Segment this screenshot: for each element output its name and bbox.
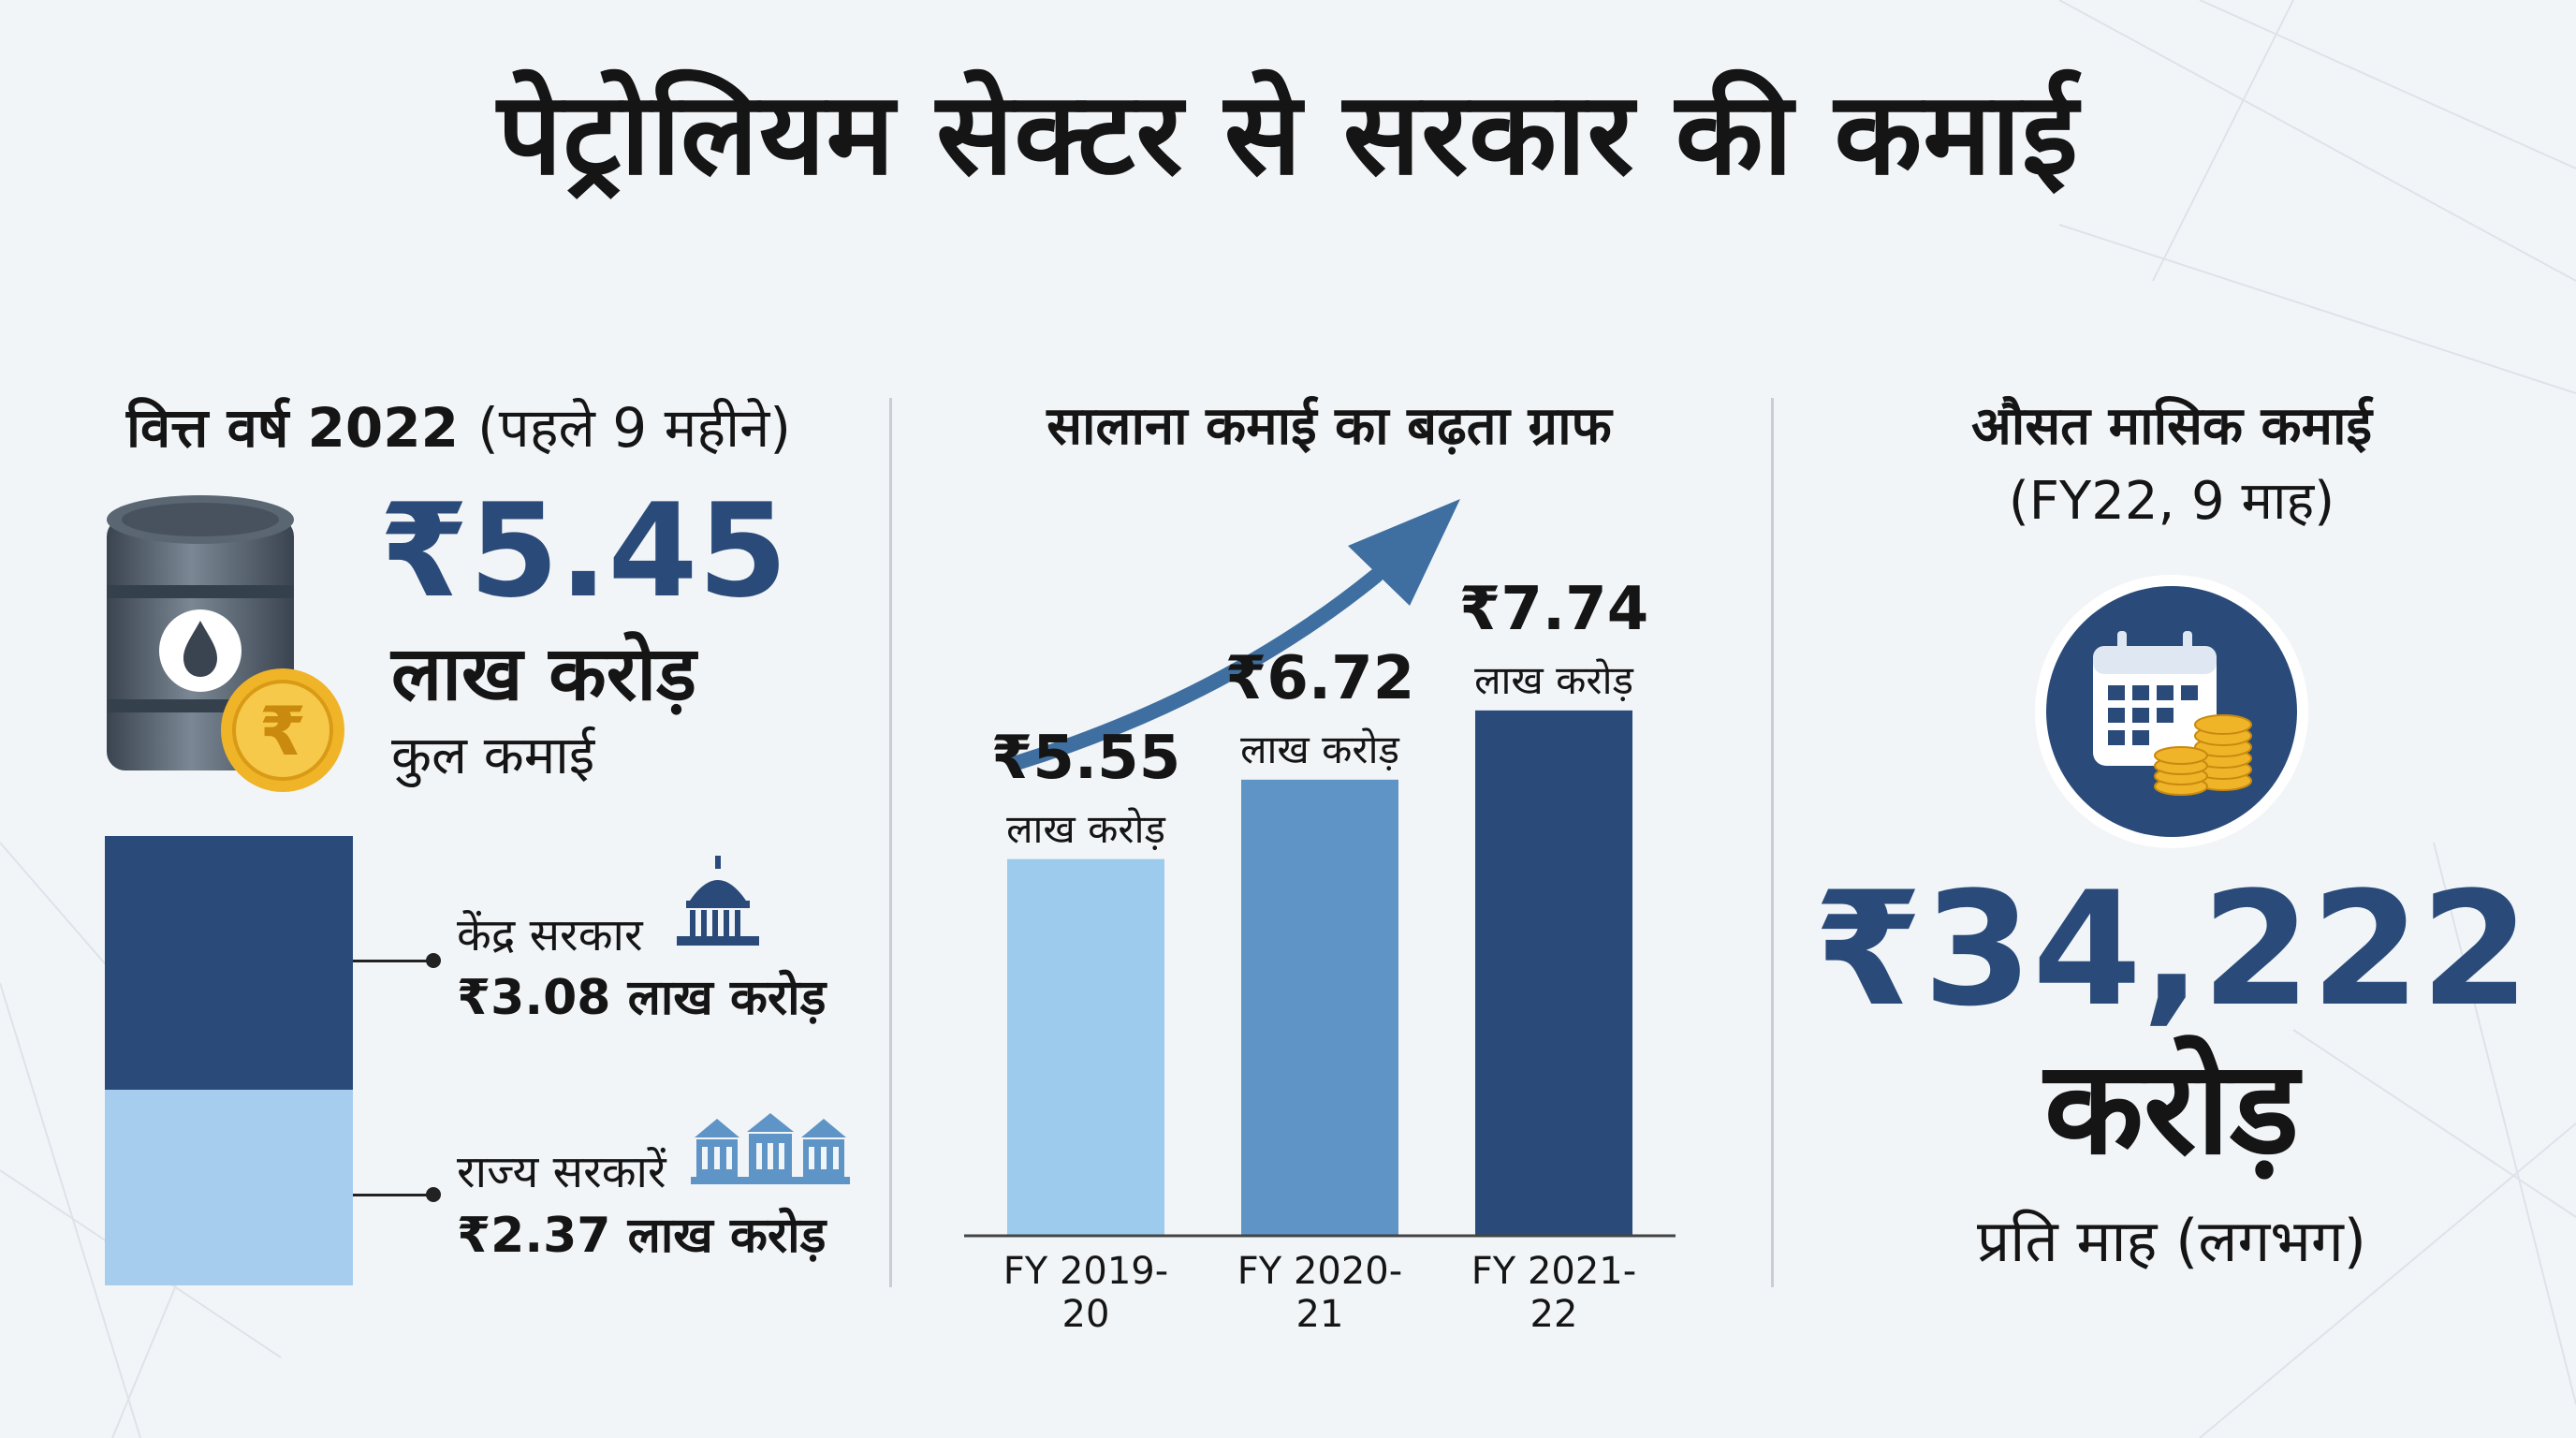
- column-divider-right: [1771, 398, 1774, 1287]
- left-heading: वित्त वर्ष 2022 (पहले 9 महीने): [56, 389, 861, 462]
- state-govt-segment: [105, 1090, 353, 1285]
- column-divider-left: [889, 398, 892, 1287]
- monthly-value: ₹34,222: [1813, 858, 2530, 1041]
- page-title: पेट्रोलियम सेक्टर से सरकार की कमाई: [497, 67, 2079, 200]
- split-stacked-bar: [105, 836, 353, 1285]
- total-caption: कुल कमाई: [391, 726, 595, 786]
- bar-fy-2021-22: [1475, 710, 1632, 1236]
- monthly-unit: करोड़: [2044, 1033, 2299, 1183]
- x-tick-fy-2021-22: FY 2021-22: [1471, 1250, 1637, 1336]
- central-govt-value: ₹3.08 लाख करोड़: [457, 970, 827, 1026]
- bar-fy-2019-20: [1007, 858, 1164, 1236]
- state-buildings-icon: [691, 1113, 850, 1184]
- trend-arrow-icon: [1009, 499, 1460, 770]
- rupee-coin-icon: ₹: [221, 668, 344, 792]
- bar-value-label-fy-2020-21: ₹6.72: [1224, 643, 1415, 713]
- state-connector: [353, 1194, 432, 1196]
- bar-unit-label-fy-2019-20: लाख करोड़: [1006, 805, 1165, 852]
- bar-value-label-fy-2019-20: ₹5.55: [990, 723, 1181, 793]
- bar-value-label-fy-2021-22: ₹7.74: [1458, 574, 1649, 644]
- bar-unit-label-fy-2021-22: लाख करोड़: [1474, 656, 1633, 703]
- total-unit: लाख करोड़: [391, 630, 696, 717]
- right-heading: औसत मासिक कमाई: [1971, 396, 2372, 457]
- x-tick-fy-2019-20: FY 2019-20: [1003, 1250, 1169, 1336]
- central-govt-name: केंद्र सरकार: [457, 909, 643, 961]
- central-connector-dot: [426, 953, 441, 968]
- central-govt-segment: [105, 836, 353, 1091]
- state-govt-value: ₹2.37 लाख करोड़: [457, 1208, 827, 1264]
- left-heading-light: (पहले 9 महीने): [477, 396, 791, 460]
- parliament-icon: [677, 856, 759, 946]
- x-tick-fy-2020-21: FY 2020-21: [1237, 1250, 1403, 1336]
- middle-heading: सालाना कमाई का बढ़ता ग्राफ: [1046, 396, 1612, 457]
- rupee-symbol: ₹: [259, 692, 306, 770]
- left-heading-bold: वित्त वर्ष 2022: [126, 396, 459, 460]
- bar-unit-label-fy-2020-21: लाख करोड़: [1240, 726, 1399, 772]
- central-connector: [353, 960, 432, 962]
- total-value: ₹5.45: [379, 476, 788, 626]
- right-subheading: (FY22, 9 माह): [2008, 471, 2335, 532]
- bar-fy-2020-21: [1241, 779, 1398, 1236]
- state-govt-name: राज्य सरकारें: [457, 1146, 666, 1198]
- monthly-caption: प्रति माह (लगभग): [1977, 1207, 2366, 1275]
- calendar-coins-icon: [2035, 575, 2308, 848]
- annual-earnings-bar-chart: [964, 710, 1676, 1238]
- state-connector-dot: [426, 1187, 441, 1202]
